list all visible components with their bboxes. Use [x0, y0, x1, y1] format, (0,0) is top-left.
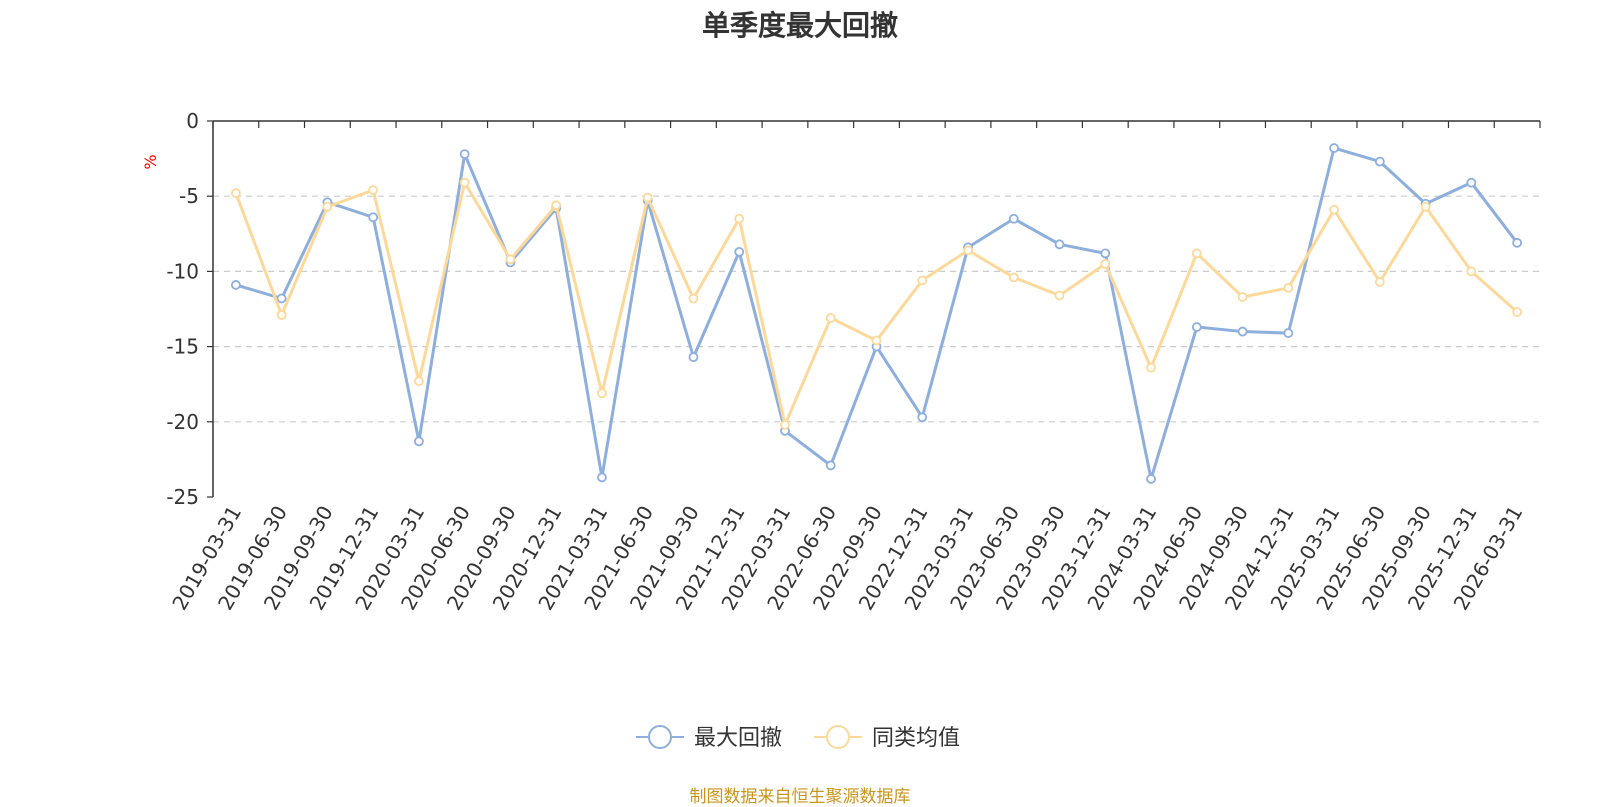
data-point[interactable] — [230, 188, 241, 199]
data-point[interactable] — [276, 310, 287, 320]
legend-marker-icon — [826, 725, 850, 749]
data-point[interactable] — [1146, 474, 1156, 484]
data-point[interactable] — [1237, 292, 1248, 302]
data-point[interactable] — [368, 212, 379, 223]
axes — [207, 120, 1541, 498]
data-point[interactable] — [1374, 277, 1385, 287]
data-point[interactable] — [1054, 290, 1065, 301]
y-tick-label: -10 — [166, 259, 199, 283]
data-point[interactable] — [1420, 201, 1431, 212]
data-point[interactable] — [1054, 239, 1065, 250]
grid-lines — [213, 195, 1540, 423]
data-point[interactable] — [414, 376, 424, 387]
data-point[interactable] — [1329, 143, 1339, 153]
data-point[interactable] — [642, 192, 653, 203]
data-point[interactable] — [1512, 237, 1523, 248]
legend[interactable]: 最大回撤 同类均值 — [636, 725, 960, 751]
y-axis-unit: % — [141, 154, 160, 169]
data-point[interactable] — [276, 293, 287, 304]
y-tick-labels: 0 -5 -10 -15 -20 -25 — [166, 109, 199, 509]
data-point[interactable] — [1237, 326, 1248, 337]
legend-label: 最大回撤 — [694, 726, 782, 751]
data-point[interactable] — [597, 472, 607, 483]
data-point[interactable] — [1512, 307, 1523, 317]
data-point[interactable] — [825, 460, 836, 471]
data-point[interactable] — [1466, 177, 1477, 188]
data-point[interactable] — [1100, 248, 1111, 259]
data-point[interactable] — [368, 185, 379, 196]
data-point[interactable] — [734, 213, 745, 224]
data-point[interactable] — [825, 313, 836, 323]
data-point[interactable] — [1146, 362, 1156, 373]
legend-item-2[interactable]: 同类均值 — [814, 725, 960, 751]
y-tick-label: -5 — [179, 184, 199, 208]
data-point[interactable] — [1374, 156, 1385, 167]
data-point[interactable] — [734, 246, 745, 257]
data-point[interactable] — [917, 412, 928, 423]
data-point[interactable] — [917, 275, 928, 286]
series-layer — [230, 143, 1523, 484]
data-point[interactable] — [1100, 258, 1111, 269]
data-point[interactable] — [597, 388, 607, 399]
data-point[interactable] — [1466, 266, 1477, 277]
data-point[interactable] — [414, 436, 424, 447]
source-note: 制图数据来自恒生聚源数据库 — [689, 787, 911, 807]
data-point[interactable] — [688, 293, 699, 304]
chart-title: 单季度最大回撤 — [701, 9, 898, 42]
legend-item-1[interactable]: 最大回撤 — [636, 725, 782, 751]
data-point[interactable] — [1283, 328, 1294, 338]
data-point[interactable] — [1008, 213, 1019, 224]
data-point[interactable] — [505, 254, 516, 265]
data-point[interactable] — [871, 335, 882, 346]
legend-label: 同类均值 — [872, 726, 960, 751]
x-tick-labels: 2019-03-312019-06-302019-09-302019-12-31… — [167, 501, 1527, 614]
y-tick-label: 0 — [186, 109, 199, 133]
y-tick-label: -15 — [166, 335, 199, 359]
data-point[interactable] — [1008, 272, 1019, 283]
data-point[interactable] — [1191, 322, 1202, 332]
data-point[interactable] — [322, 201, 333, 212]
y-tick-label: -20 — [166, 410, 199, 434]
data-point[interactable] — [1283, 283, 1294, 293]
data-point[interactable] — [963, 245, 973, 256]
data-point[interactable] — [688, 352, 699, 363]
data-point[interactable] — [459, 149, 470, 159]
data-point[interactable] — [551, 200, 562, 211]
y-tick-label: -25 — [166, 485, 199, 509]
data-point[interactable] — [459, 177, 470, 188]
data-point[interactable] — [1191, 248, 1202, 259]
data-point[interactable] — [1329, 204, 1339, 215]
data-point[interactable] — [230, 280, 241, 290]
series-line-1 — [235, 146, 1519, 481]
data-point[interactable] — [780, 419, 790, 430]
legend-marker-icon — [648, 725, 672, 749]
